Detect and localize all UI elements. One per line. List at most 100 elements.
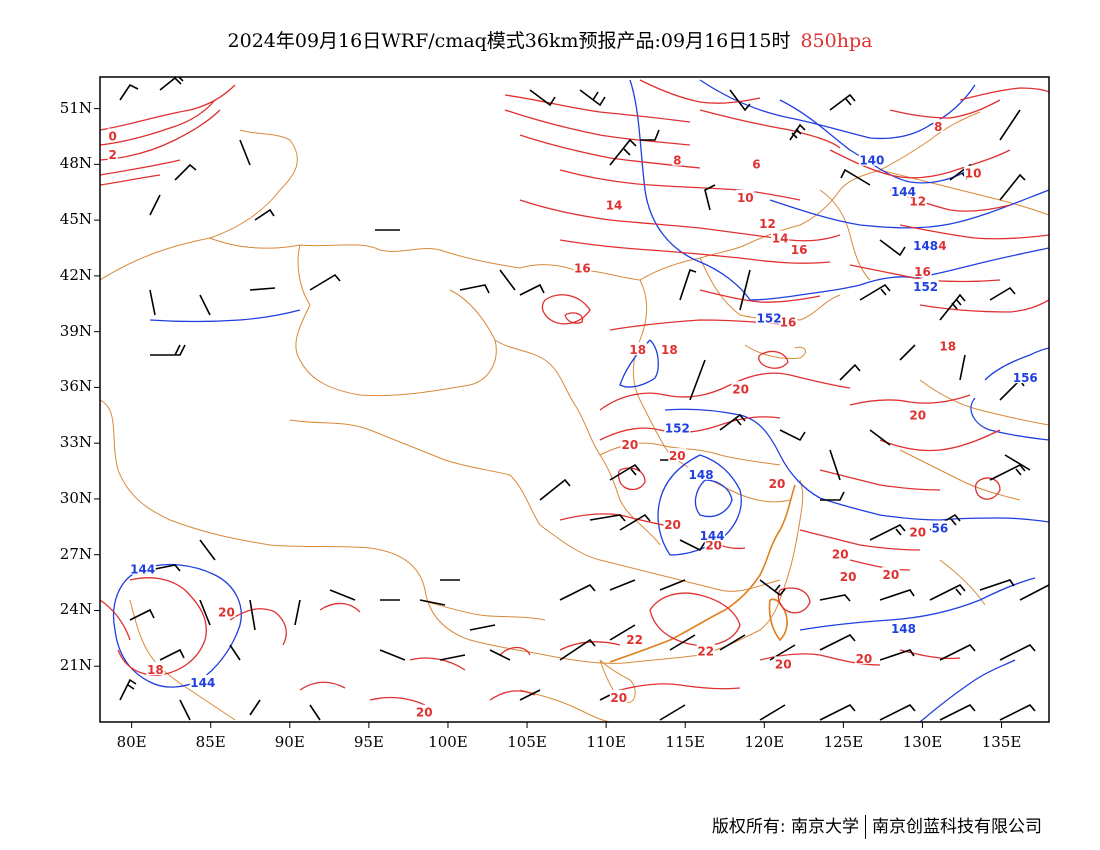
lon-label: 125E xyxy=(823,733,864,751)
height-label: 152 xyxy=(913,280,938,294)
height-label: 148 xyxy=(689,468,714,482)
height-label-bg xyxy=(189,674,216,688)
height-label-bg xyxy=(930,520,949,534)
lon-label: 80E xyxy=(116,733,147,751)
temperature-label-bg xyxy=(620,437,639,451)
temperature-label-bg xyxy=(731,381,750,395)
temperature-label: 18 xyxy=(629,343,646,357)
height-label-bg xyxy=(664,420,691,434)
temperature-label-bg xyxy=(660,342,679,356)
temperature-label: 16 xyxy=(791,243,808,257)
temperature-label: 20 xyxy=(775,657,792,671)
temperature-label-bg xyxy=(908,407,927,421)
temperature-label-bg xyxy=(881,567,900,581)
temperature-label: 20 xyxy=(882,568,899,582)
temperature-label: 20 xyxy=(705,538,722,552)
temperature-label-bg xyxy=(831,546,850,560)
temperature-label: 10 xyxy=(965,167,982,181)
height-label: 148 xyxy=(891,622,916,636)
height-label-bg xyxy=(688,466,715,480)
wind-barbs xyxy=(119,77,1049,721)
temperature-label-bg xyxy=(913,264,932,278)
temperature-label: 16 xyxy=(914,265,931,279)
temperature-label: 20 xyxy=(840,570,857,584)
temperature-label: 20 xyxy=(669,449,686,463)
temperature-label-bg xyxy=(415,704,434,718)
copyright: 版权所有: 南京大学 南京创蓝科技有限公司 xyxy=(712,812,1042,839)
height-label: 152 xyxy=(665,421,690,435)
lon-label: 85E xyxy=(195,733,226,751)
temperature-label: 20 xyxy=(622,438,639,452)
temperature-label-bg xyxy=(854,650,873,664)
height-label-bg xyxy=(912,279,939,293)
height-label-bg xyxy=(756,310,783,324)
height-label-bg xyxy=(858,152,885,166)
temperature-label-bg xyxy=(672,152,683,166)
temperature-label: 14 xyxy=(772,232,789,246)
temperature-label-bg xyxy=(839,569,858,583)
copyright-separator xyxy=(865,815,866,839)
title-level: 850hpa xyxy=(800,30,873,52)
temperature-label-bg xyxy=(107,147,118,161)
lon-label: 95E xyxy=(353,733,384,751)
height-label: 144 xyxy=(700,529,725,543)
lat-label: 39N xyxy=(59,321,92,340)
temperature-label: 16 xyxy=(574,261,591,275)
temperature-label: 14 xyxy=(606,198,623,212)
temperature-label: 20 xyxy=(909,408,926,422)
temperature-label-bg xyxy=(964,165,983,179)
temperature-label: 16 xyxy=(780,315,797,329)
lon-label: 115E xyxy=(665,733,705,751)
temperature-label: 0 xyxy=(108,129,116,143)
temperature-label-bg xyxy=(933,119,944,133)
height-label-bg xyxy=(699,528,726,542)
lat-label: 51N xyxy=(59,98,92,117)
temperature-label: 12 xyxy=(909,195,926,209)
lat-label: 24N xyxy=(59,600,92,619)
temperature-label-bg xyxy=(908,524,927,538)
copyright-right: 南京创蓝科技有限公司 xyxy=(872,817,1042,837)
lon-label: 100E xyxy=(428,733,468,751)
temperature-label: 18 xyxy=(147,663,164,677)
lon-label: 90E xyxy=(274,733,305,751)
lon-label: 105E xyxy=(507,733,547,751)
height-label-bg xyxy=(890,184,917,198)
temperature-label-bg xyxy=(605,197,624,211)
lat-label: 36N xyxy=(59,377,92,396)
temperature-label: 20 xyxy=(832,548,849,562)
lat-label: 33N xyxy=(59,433,92,452)
temperature-label: 12 xyxy=(759,217,776,231)
height-label: 148 xyxy=(913,239,938,253)
height-label-bg xyxy=(129,561,156,575)
temperature-label: 20 xyxy=(909,525,926,539)
temperature-label-bg xyxy=(668,448,687,462)
temperature-label-bg xyxy=(628,342,647,356)
lon-label: 135E xyxy=(981,733,1022,751)
height-label-bg xyxy=(912,238,939,252)
temperature-label-bg xyxy=(751,156,762,170)
lat-label: 42N xyxy=(59,265,92,284)
height-label: 140 xyxy=(859,154,884,168)
temperature-label: 18 xyxy=(661,343,678,357)
temperature-label: 20 xyxy=(732,382,749,396)
lat-label: 45N xyxy=(59,210,92,229)
temperature-label-bg xyxy=(696,643,715,657)
temperature-label: 18 xyxy=(939,340,956,354)
temperature-label-bg xyxy=(758,215,777,229)
temperature-label-bg xyxy=(663,516,682,530)
temperature-contours xyxy=(100,79,1049,706)
temperature-label: 22 xyxy=(697,644,714,658)
temperature-label-bg xyxy=(790,241,809,255)
height-label-bg xyxy=(1012,370,1039,384)
temperature-label: 20 xyxy=(769,477,786,491)
temperature-label-bg xyxy=(767,476,786,490)
temperature-label: 2 xyxy=(108,148,116,162)
temperature-label-bg xyxy=(774,656,793,670)
lon-label: 110E xyxy=(586,733,626,751)
temperature-label: 8 xyxy=(673,154,681,168)
temperature-label-bg xyxy=(217,604,236,618)
temperature-label-bg xyxy=(771,230,790,244)
temperature-label: 22 xyxy=(626,633,643,647)
temperature-label: 8 xyxy=(934,120,942,134)
